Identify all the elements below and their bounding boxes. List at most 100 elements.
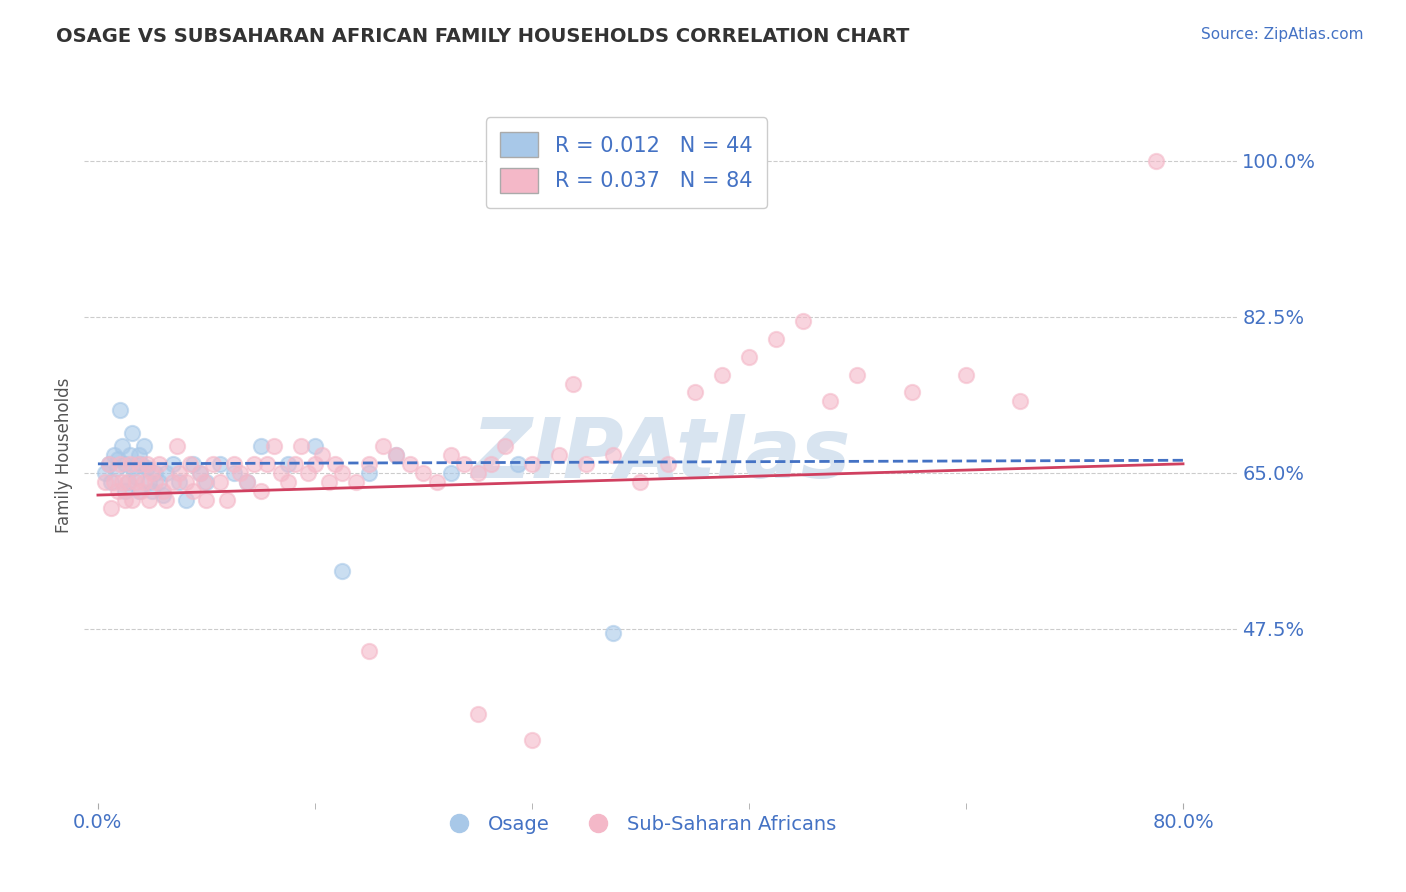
Point [135, 457, 157, 471]
Point [100, 501, 122, 516]
Point [236, 475, 259, 489]
Point [120, 448, 142, 462]
Point [169, 475, 191, 489]
Point [111, 475, 134, 489]
Point [107, 452, 129, 467]
Point [249, 439, 271, 453]
Point [520, 457, 543, 471]
Point [114, 492, 136, 507]
Point [439, 448, 461, 462]
Point [202, 457, 225, 471]
Point [426, 475, 449, 489]
Point [148, 475, 170, 489]
Point [453, 457, 475, 471]
Point [215, 492, 238, 507]
Point [188, 466, 211, 480]
Point [135, 461, 157, 475]
Point [467, 466, 489, 480]
Point [121, 492, 143, 507]
Text: Source: ZipAtlas.com: Source: ZipAtlas.com [1201, 27, 1364, 42]
Point [166, 439, 188, 453]
Point [359, 457, 381, 471]
Point [561, 376, 583, 391]
Point [494, 439, 516, 453]
Point [683, 385, 706, 400]
Point [277, 475, 299, 489]
Text: OSAGE VS SUBSAHARAN AFRICAN FAMILY HOUSEHOLDS CORRELATION CHART: OSAGE VS SUBSAHARAN AFRICAN FAMILY HOUSE… [56, 27, 910, 45]
Point [108, 403, 131, 417]
Point [128, 457, 150, 471]
Point [143, 466, 166, 480]
Point [548, 448, 571, 462]
Point [97, 457, 120, 471]
Point [359, 466, 381, 480]
Point [243, 457, 266, 471]
Point [162, 457, 184, 471]
Point [344, 475, 367, 489]
Point [152, 488, 174, 502]
Point [174, 475, 197, 489]
Point [131, 457, 153, 471]
Point [100, 475, 122, 489]
Point [111, 439, 134, 453]
Point [439, 466, 461, 480]
Point [117, 475, 139, 489]
Point [602, 448, 624, 462]
Point [467, 706, 489, 721]
Point [108, 457, 131, 471]
Point [256, 457, 278, 471]
Point [181, 483, 204, 498]
Point [114, 483, 136, 498]
Point [208, 475, 231, 489]
Point [846, 368, 869, 382]
Point [508, 457, 530, 471]
Point [277, 457, 299, 471]
Point [155, 492, 177, 507]
Point [93, 466, 115, 480]
Text: ZIPAtlas: ZIPAtlas [471, 415, 851, 495]
Point [105, 461, 128, 475]
Point [710, 368, 733, 382]
Point [399, 457, 422, 471]
Point [270, 466, 292, 480]
Point [103, 475, 125, 489]
Point [820, 394, 842, 409]
Point [208, 457, 231, 471]
Point [125, 470, 148, 484]
Point [297, 466, 319, 480]
Point [188, 466, 211, 480]
Point [162, 475, 184, 489]
Point [132, 439, 155, 453]
Point [955, 368, 977, 382]
Point [318, 475, 340, 489]
Point [141, 466, 163, 480]
Point [263, 439, 285, 453]
Point [120, 457, 142, 471]
Point [738, 350, 761, 364]
Point [229, 466, 252, 480]
Point [181, 457, 204, 471]
Point [290, 439, 312, 453]
Point [169, 466, 191, 480]
Point [138, 492, 160, 507]
Point [330, 466, 353, 480]
Point [304, 457, 326, 471]
Point [128, 483, 150, 498]
Point [143, 475, 166, 489]
Point [385, 448, 408, 462]
Point [371, 439, 394, 453]
Point [93, 475, 115, 489]
Point [131, 483, 153, 498]
Y-axis label: Family Households: Family Households [55, 377, 73, 533]
Point [103, 448, 125, 462]
Point [311, 448, 333, 462]
Point [236, 475, 259, 489]
Point [602, 626, 624, 640]
Point [193, 475, 215, 489]
Point [155, 466, 177, 480]
Point [114, 457, 136, 471]
Point [412, 466, 434, 480]
Point [195, 492, 218, 507]
Point [222, 466, 245, 480]
Point [323, 457, 346, 471]
